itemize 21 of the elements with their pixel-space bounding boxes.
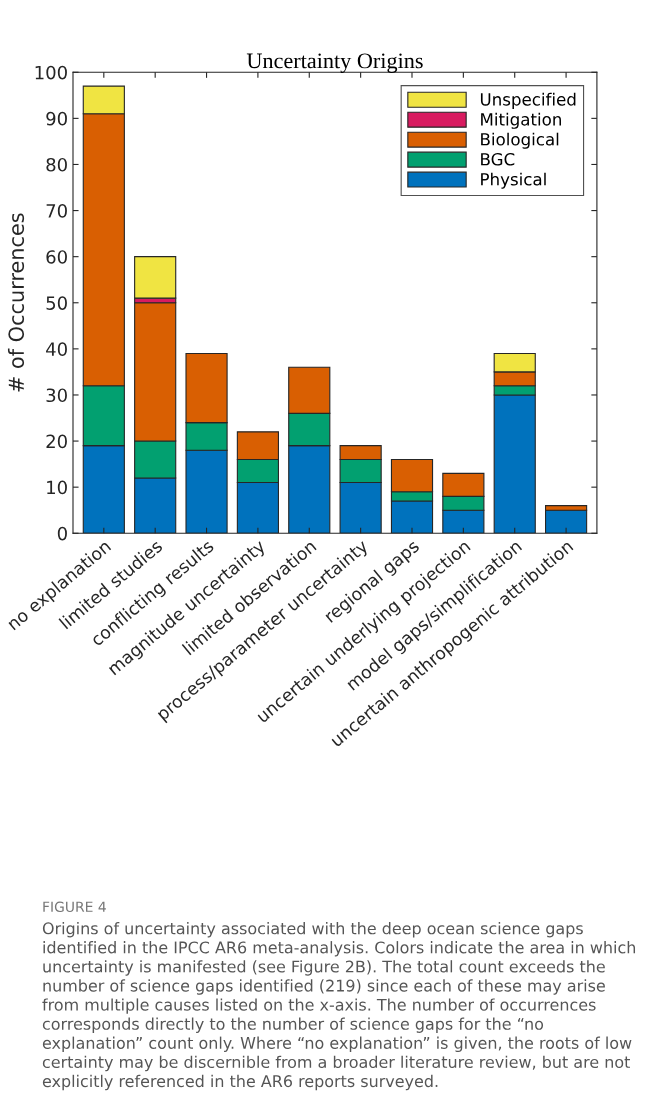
- y-tick-label: 30: [46, 388, 67, 403]
- y-tick-label: 80: [46, 157, 67, 172]
- y-tick-label: 10: [47, 480, 67, 495]
- legend-label: Biological: [481, 132, 559, 149]
- y-tick-label: 0: [57, 526, 67, 541]
- y-tick-label: 40: [46, 342, 67, 356]
- caption: FIGURE 4: [43, 901, 106, 913]
- chart-title: Uncertainty Origins: [246, 53, 423, 73]
- y-tick-label: 50: [46, 296, 67, 310]
- y-tick-label: 100: [35, 65, 67, 80]
- y-tick-label: 60: [46, 250, 67, 264]
- y-axis-title: # of Occurrences: [7, 213, 25, 392]
- legend-label: Unspecified: [480, 92, 576, 109]
- legend-label: Mitigation: [481, 112, 561, 129]
- y-tick-label: 70: [46, 204, 67, 218]
- bar: [134, 256, 177, 299]
- y-tick-label: 20: [46, 434, 67, 449]
- legend-label: Physical: [481, 172, 546, 189]
- y-tick-label: 90: [46, 111, 67, 126]
- text: Origins of uncertainty associated with the deep ocean science gaps identified in the IPCC AR6 meta-analysis. Colors indicate the area in which uncertainty is manifested (see Figure 2B). The total count exceeds the number of science gaps identified (219) since each of these may arise from multiple causes listed on the x-axis. The number of occurrences corresponds directly to the number of science gaps for the “no explanation” count only. Where “no explanation” is given, the roots of low certainty may be discernible from a broader literature review, but are not explicitly referenced in the AR6 reports surveyed.: [42, 922, 636, 1091]
- legend-label: BGC: [481, 152, 515, 166]
